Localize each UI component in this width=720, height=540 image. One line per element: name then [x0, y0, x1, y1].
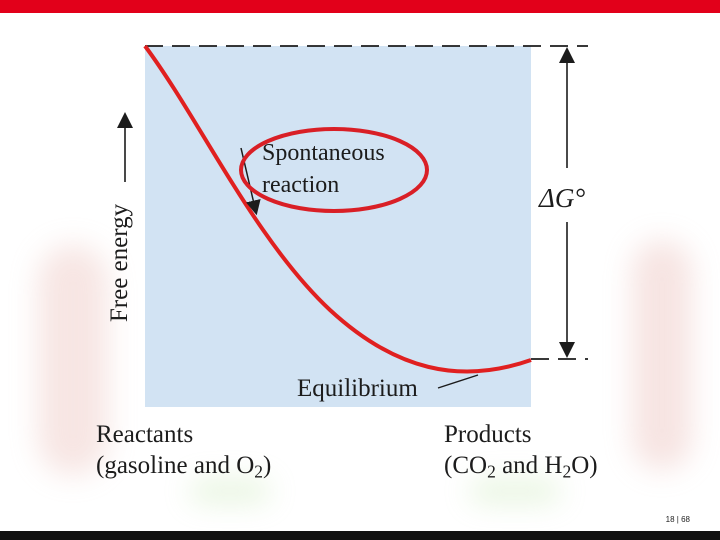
page-number: 18 | 68: [665, 515, 690, 524]
background-shape-left: [38, 245, 108, 475]
background-shape-bottom-left: [190, 480, 270, 502]
products-label: Products: [444, 421, 532, 448]
products-formula: (CO2 and H2O): [444, 453, 598, 481]
products-formula-mid: and H: [495, 452, 563, 479]
background-shape-right: [632, 240, 692, 470]
reactants-formula-subscript: 2: [254, 461, 264, 482]
bottom-bar: [0, 531, 720, 540]
products-formula-prefix: (CO: [444, 452, 488, 479]
reactants-label: Reactants: [96, 421, 194, 448]
callout-line-1: Spontaneous: [262, 140, 385, 166]
reactants-formula-suffix: ): [263, 452, 272, 479]
free-energy-curve: [143, 44, 532, 374]
callout-line-2: reaction: [262, 172, 340, 198]
reactants-formula: (gasoline and O2): [96, 453, 271, 481]
equilibrium-pointer: [437, 374, 479, 389]
equilibrium-label: Equilibrium: [297, 375, 418, 402]
top-accent-bar: [0, 0, 720, 13]
delta-g-label: ΔG°: [539, 183, 586, 213]
products-formula-subscript-2: 2: [562, 461, 572, 482]
products-formula-suffix: O): [571, 452, 598, 479]
products-formula-subscript-1: 2: [487, 461, 496, 482]
background-shape-bottom-right: [470, 480, 560, 502]
y-axis-label-text: Free energy: [106, 203, 133, 323]
highlight-circle: [239, 127, 429, 213]
plot-area: [145, 46, 531, 407]
reactants-formula-prefix: (gasoline and O: [96, 452, 255, 479]
